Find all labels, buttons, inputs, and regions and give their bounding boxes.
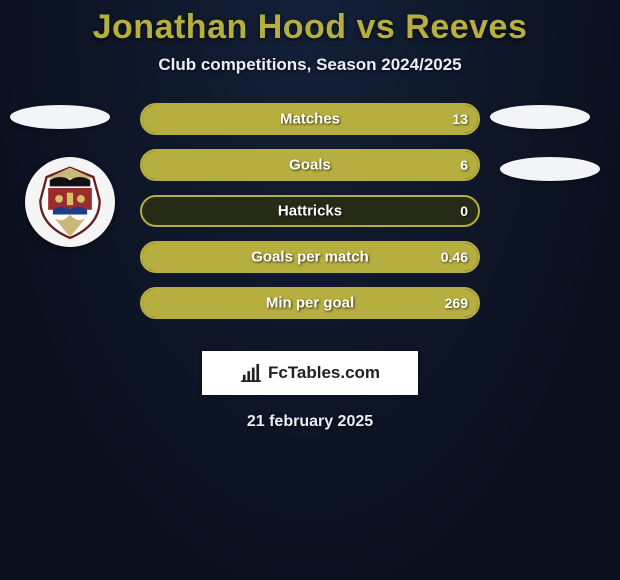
player-right-placeholder-oval-1 [490, 105, 590, 129]
stat-value-right: 0 [460, 203, 468, 219]
stat-value-right: 6 [460, 157, 468, 173]
comparison-card: Jonathan Hood vs Reeves Club competition… [0, 0, 620, 580]
stat-value-right: 269 [445, 295, 468, 311]
stat-row: Goals per match 0.46 [140, 241, 480, 273]
page-title: Jonathan Hood vs Reeves [0, 0, 620, 47]
bar-chart-icon [240, 364, 262, 382]
stat-value-right: 13 [452, 111, 468, 127]
date-text: 21 february 2025 [0, 413, 620, 431]
stat-row: Goals 6 [140, 149, 480, 181]
player-right-placeholder-oval-2 [500, 157, 600, 181]
stat-rows: Matches 13 Goals 6 Hattricks 0 Goals per match… [140, 103, 480, 333]
stat-row: Min per goal 269 [140, 287, 480, 319]
stat-row: Hattricks 0 [140, 195, 480, 227]
subtitle: Club competitions, Season 2024/2025 [0, 55, 620, 75]
club-badge-left [25, 157, 115, 247]
stat-label: Goals per match [251, 249, 369, 266]
stat-label: Matches [280, 111, 340, 128]
brand-box[interactable]: FcTables.com [202, 351, 418, 395]
stats-area: Matches 13 Goals 6 Hattricks 0 Goals per match… [0, 103, 620, 333]
crest-icon [31, 163, 109, 241]
stat-label: Hattricks [278, 203, 342, 220]
brand-text: FcTables.com [268, 363, 380, 383]
player-left-placeholder-oval [10, 105, 110, 129]
stat-label: Min per goal [266, 295, 354, 312]
stat-value-right: 0.46 [441, 249, 468, 265]
stat-row: Matches 13 [140, 103, 480, 135]
stat-label: Goals [289, 157, 331, 174]
